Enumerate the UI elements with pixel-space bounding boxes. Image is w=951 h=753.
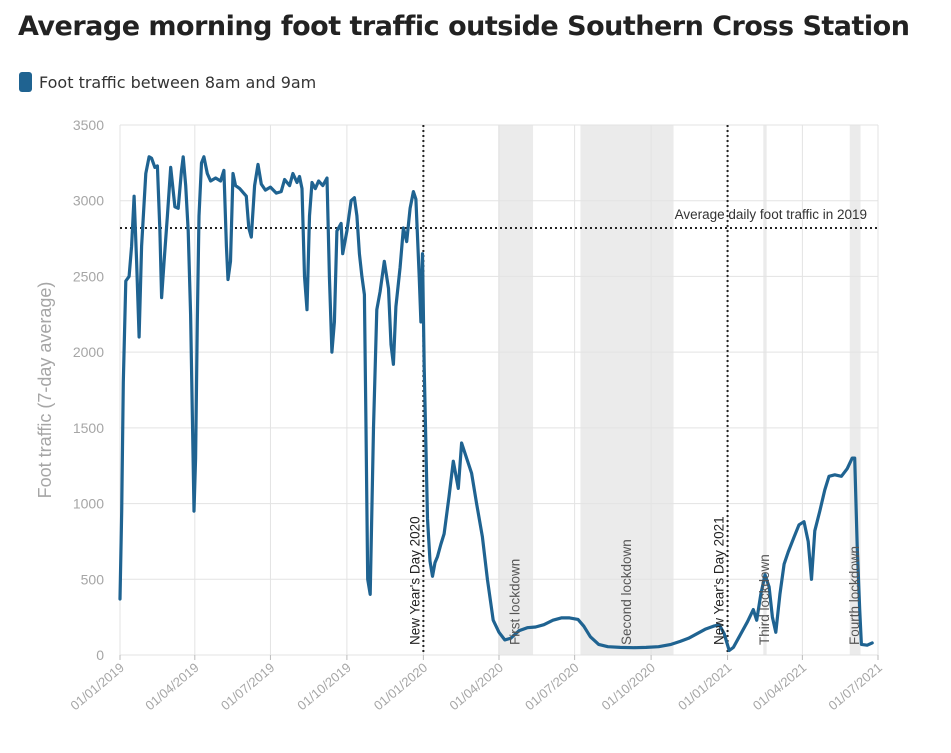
chart-title: Average morning foot traffic outside Sou… xyxy=(18,11,910,42)
event-label-1: New Year's Day 2021 xyxy=(712,516,727,645)
shaded-period-label-2: Third lockdown xyxy=(757,554,772,645)
lockdown-shading xyxy=(498,125,861,655)
y-tick-label-0: 0 xyxy=(96,647,104,663)
x-tick-label-10: 01/07/2021 xyxy=(825,660,884,713)
reference-line-label: Average daily foot traffic in 2019 xyxy=(675,207,867,222)
event-lines xyxy=(422,125,729,655)
y-tick-label-4: 2000 xyxy=(73,344,104,360)
x-tick-label-0: 01/01/2019 xyxy=(67,660,126,713)
x-tick-label-9: 01/04/2021 xyxy=(750,660,809,713)
y-tick-label-5: 2500 xyxy=(73,268,104,284)
y-tick-label-2: 1000 xyxy=(73,496,104,512)
x-tick-label-5: 01/04/2020 xyxy=(446,660,505,713)
x-tick-label-2: 01/07/2019 xyxy=(218,660,277,713)
x-tick-label-7: 01/10/2020 xyxy=(599,660,658,713)
shaded-period-label-3: Fourth lockdown xyxy=(847,546,862,645)
x-tick-label-1: 01/04/2019 xyxy=(142,660,201,713)
shaded-period-3 xyxy=(849,125,861,655)
y-tick-label-7: 3500 xyxy=(73,117,104,133)
x-tick-label-8: 01/01/2021 xyxy=(675,660,734,713)
shaded-period-label-1: Second lockdown xyxy=(619,539,634,645)
y-tick-label-1: 500 xyxy=(81,571,105,587)
y-axis-title: Foot traffic (7-day average) xyxy=(35,282,55,499)
y-axis: 0 500 1000 1500 2000 2500 3000 3500 Foot traffic… xyxy=(35,117,104,663)
shaded-period-2 xyxy=(763,125,767,655)
legend: Foot traffic between 8am and 9am xyxy=(19,72,316,92)
annotation-labels: New Year's Day 2020 New Year's Day 2021 Fi… xyxy=(407,516,862,645)
legend-label: Foot traffic between 8am and 9am xyxy=(39,72,317,92)
series-line-0 xyxy=(118,155,874,653)
x-tick-label-6: 01/07/2020 xyxy=(522,660,581,713)
x-tick-label-3: 01/10/2019 xyxy=(294,660,353,713)
reference-line-group: Average daily foot traffic in 2019 xyxy=(120,207,878,229)
shaded-period-0 xyxy=(498,125,534,655)
shaded-period-1 xyxy=(580,125,674,655)
shaded-period-label-0: First lockdown xyxy=(508,559,523,645)
y-tick-label-6: 3000 xyxy=(73,193,104,209)
series-group xyxy=(118,155,874,653)
legend-swatch xyxy=(19,72,32,92)
x-axis: 01/01/2019 01/04/2019 01/07/2019 01/10/2019… xyxy=(67,655,885,713)
y-tick-label-3: 1500 xyxy=(73,420,104,436)
x-tick-label-4: 01/01/2020 xyxy=(371,660,430,713)
event-label-0: New Year's Day 2020 xyxy=(407,516,422,645)
